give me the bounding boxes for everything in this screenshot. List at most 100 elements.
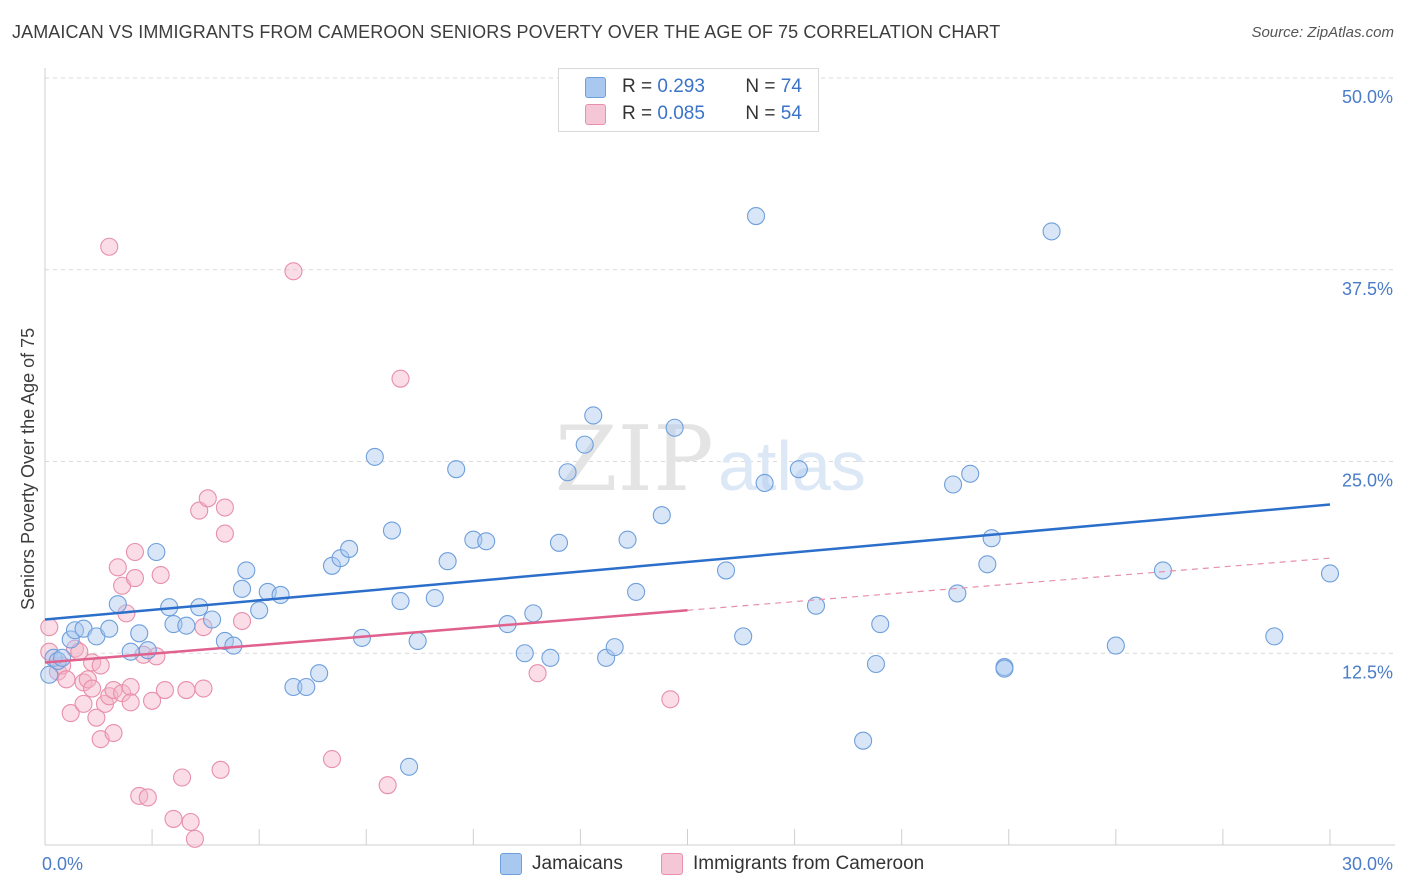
jamaican-point	[866, 654, 886, 674]
cameroon-point	[143, 691, 162, 710]
jamaican-point	[284, 677, 303, 697]
cameroon-point	[194, 679, 213, 698]
jamaican-point	[108, 595, 127, 614]
x-tick-label: 30.0%	[1342, 854, 1393, 874]
jamaican-point	[1265, 627, 1284, 646]
jamaican-point	[382, 521, 402, 540]
jamaican-point	[237, 561, 256, 580]
cameroon-point	[121, 693, 140, 712]
jamaican-point	[982, 529, 1001, 548]
jamaican-point	[716, 561, 736, 580]
jamaican-point	[524, 604, 543, 623]
y-axis-label: Seniors Poverty Over the Age of 75	[18, 328, 38, 610]
cameroon-point	[74, 694, 93, 713]
cameroon-point	[185, 829, 204, 848]
jamaican-point	[138, 641, 157, 660]
cameroon-point	[83, 679, 102, 698]
jamaican-point	[310, 664, 329, 683]
jamaican-point	[605, 638, 624, 657]
legend-row-cameroon: R = 0.085 N = 54	[585, 102, 802, 126]
jamaican-point	[1320, 564, 1340, 583]
jamaican-point	[995, 659, 1014, 678]
jamaican-point	[340, 539, 359, 558]
jamaican-point	[618, 530, 637, 549]
cameroon-points	[40, 237, 680, 848]
jamaican-point	[734, 627, 753, 646]
jamaican-point	[746, 207, 766, 226]
jamaican-point	[215, 631, 234, 651]
jamaican-point	[854, 731, 873, 750]
jamaican-point	[250, 601, 269, 620]
legend-row-jamaicans: R = 0.293 N = 74	[585, 75, 802, 99]
bottom-legend-jamaicans: Jamaicans	[500, 851, 623, 877]
legend-r-value: 0.085	[657, 103, 705, 124]
watermark: ZIP atlas	[555, 407, 866, 512]
jamaican-point	[297, 677, 316, 697]
jamaican-point	[961, 464, 980, 483]
cameroon-point	[232, 611, 252, 631]
jamaican-point	[541, 648, 560, 667]
y-tick-label: 25.0%	[1342, 471, 1393, 491]
legend-n-label: N =	[745, 76, 776, 97]
jamaican-point	[978, 555, 997, 574]
y-tick-label: 12.5%	[1342, 662, 1393, 682]
axes	[44, 68, 1395, 846]
cameroon-point	[211, 760, 230, 779]
cameroon-point	[138, 788, 157, 807]
cameroon-point	[391, 369, 410, 388]
bottom-legend-swatch-pink	[661, 853, 683, 875]
jamaican-point	[1153, 561, 1172, 580]
cameroon-point	[125, 569, 144, 588]
bottom-legend-label: Immigrants from Cameroon	[693, 853, 925, 874]
y-tick-label: 37.5%	[1342, 279, 1393, 299]
legend-swatch-blue	[585, 76, 606, 98]
jamaican-point	[1042, 222, 1061, 241]
jamaican-point	[232, 579, 252, 598]
jamaican-point	[365, 447, 384, 466]
jamaican-point	[575, 435, 594, 454]
jamaican-point	[627, 582, 646, 601]
jamaican-point	[1106, 636, 1125, 655]
bottom-legend-cameroon: Immigrants from Cameroon	[661, 851, 924, 877]
legend-swatch-pink	[585, 103, 606, 125]
cameroon-point	[104, 723, 123, 743]
jamaican-point	[53, 648, 72, 667]
jamaican-point	[425, 588, 444, 608]
cameroon-point	[164, 809, 183, 828]
legend-r-label: R =	[622, 76, 653, 97]
jamaican-point	[665, 418, 684, 437]
cameroon-trend-extension	[687, 557, 1331, 611]
cameroon-trend-line	[44, 609, 688, 664]
cameroon-point	[108, 558, 127, 577]
jamaican-point	[755, 473, 774, 493]
jamaican-point	[391, 592, 410, 611]
cameroon-point	[87, 708, 106, 727]
jamaican-point	[408, 631, 427, 651]
bottom-legend-swatch-blue	[500, 853, 522, 875]
jamaican-point	[789, 460, 808, 479]
jamaican-point	[61, 630, 80, 649]
cameroon-point	[57, 670, 76, 689]
jamaican-point	[652, 506, 671, 525]
y-tick-label: 50.0%	[1342, 87, 1393, 107]
legend-n-value: 74	[780, 76, 802, 97]
cameroon-point	[190, 501, 209, 520]
bottom-legend-label: Jamaicans	[532, 853, 623, 874]
cameroon-point	[155, 681, 174, 700]
jamaican-point	[558, 463, 577, 482]
jamaican-point	[438, 552, 457, 571]
jamaican-point	[203, 610, 222, 629]
cameroon-point	[78, 670, 97, 689]
cameroon-point	[661, 690, 680, 709]
jamaican-point	[806, 596, 826, 615]
jamaican-point	[944, 475, 963, 494]
source-label: Source: ZipAtlas.com	[1251, 24, 1394, 41]
cameroon-point	[215, 524, 234, 543]
jamaican-points	[40, 207, 1340, 776]
watermark-zip: ZIP	[555, 407, 714, 512]
cameroon-point	[215, 498, 234, 517]
cameroon-point	[40, 618, 59, 637]
jamaican-point	[871, 615, 890, 634]
legend-r-value: 0.293	[657, 76, 705, 97]
jamaican-point	[584, 406, 603, 425]
